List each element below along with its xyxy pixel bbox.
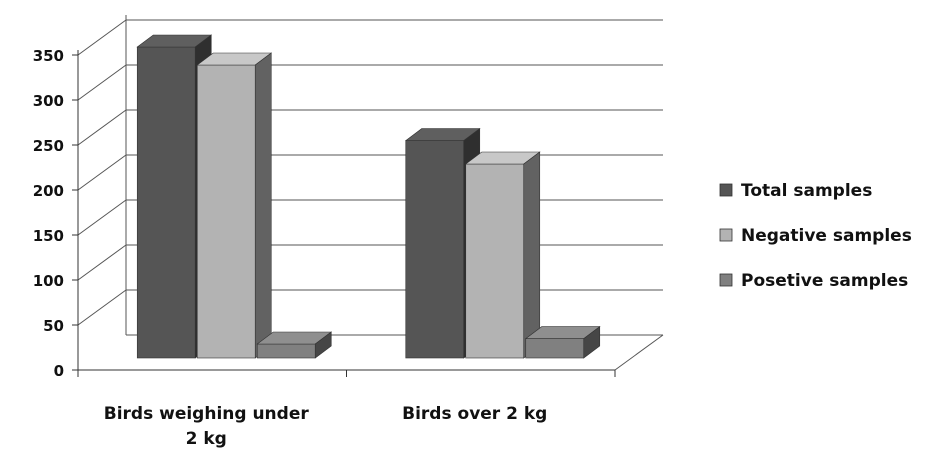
gridline-side (77, 289, 127, 326)
bar (196, 52, 273, 359)
bar-side (314, 331, 332, 359)
bar-side (254, 52, 272, 359)
bar-front (256, 343, 316, 359)
bars (136, 34, 601, 359)
gridline-side (77, 199, 127, 236)
floor-right-edge (614, 334, 664, 371)
legend-item: Posetive samples (719, 271, 908, 291)
category-label: 2 kg (186, 429, 227, 449)
legend-item: Negative samples (719, 226, 912, 246)
bar-front (405, 140, 465, 359)
gridline-side (77, 64, 127, 101)
gridline-side (77, 19, 127, 56)
bar-front (525, 338, 585, 359)
y-tick-label: 250 (33, 137, 64, 155)
legend-label: Posetive samples (741, 271, 908, 291)
gridline-side (77, 244, 127, 281)
bar-front (136, 46, 196, 359)
y-tick-label: 100 (33, 272, 64, 290)
y-tick-label: 0 (54, 362, 64, 380)
axes (72, 50, 616, 377)
category-label: Birds weighing under (104, 404, 310, 424)
category-label: Birds over 2 kg (402, 404, 547, 424)
legend-label: Negative samples (741, 226, 912, 246)
legend-swatch (719, 183, 733, 197)
y-tick-label: 200 (33, 182, 64, 200)
bar (524, 326, 601, 359)
legend-swatch (719, 228, 733, 242)
bar (256, 331, 333, 359)
y-tick-label: 150 (33, 227, 64, 245)
bar-front (465, 163, 525, 359)
y-tick-label: 350 (33, 47, 64, 65)
y-tick-label: 300 (33, 92, 64, 110)
legend: Total samples Negative samples Posetive sa… (719, 181, 912, 291)
bar-front (196, 64, 256, 359)
legend-label: Total samples (741, 181, 872, 201)
bar-side (583, 326, 601, 359)
bar-side (523, 151, 541, 359)
y-tick-label: 50 (43, 317, 64, 335)
legend-item: Total samples (719, 181, 872, 201)
y-axis-tick-labels: 0 50 100 150 200 250 300 350 (33, 47, 64, 380)
x-axis-category-labels: Birds weighing under 2 kg Birds over 2 kg (104, 404, 548, 449)
gridline-side (77, 154, 127, 191)
legend-swatch (719, 273, 733, 287)
bar (464, 151, 541, 359)
gridline-side (77, 109, 127, 146)
